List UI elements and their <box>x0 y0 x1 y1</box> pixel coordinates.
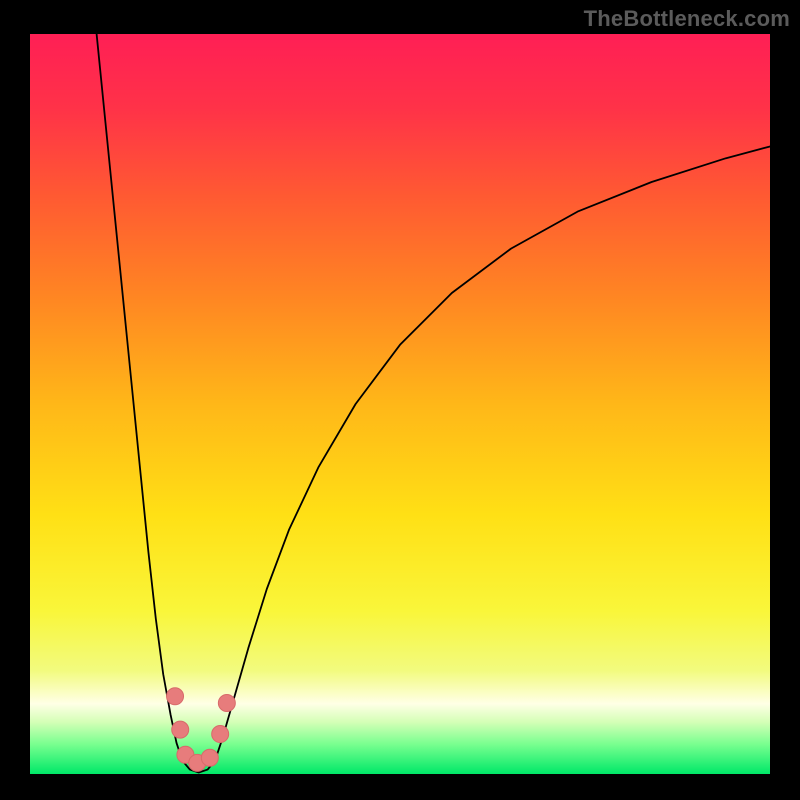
marker-point <box>172 721 189 738</box>
plot-area <box>30 34 770 774</box>
marker-point <box>218 694 235 711</box>
marker-point <box>201 749 218 766</box>
chart-stage: TheBottleneck.com <box>0 0 800 800</box>
watermark-text: TheBottleneck.com <box>584 6 790 32</box>
marker-point <box>212 726 229 743</box>
marker-point <box>167 688 184 705</box>
bottleneck-curve <box>97 34 770 773</box>
chart-curves <box>30 34 770 774</box>
